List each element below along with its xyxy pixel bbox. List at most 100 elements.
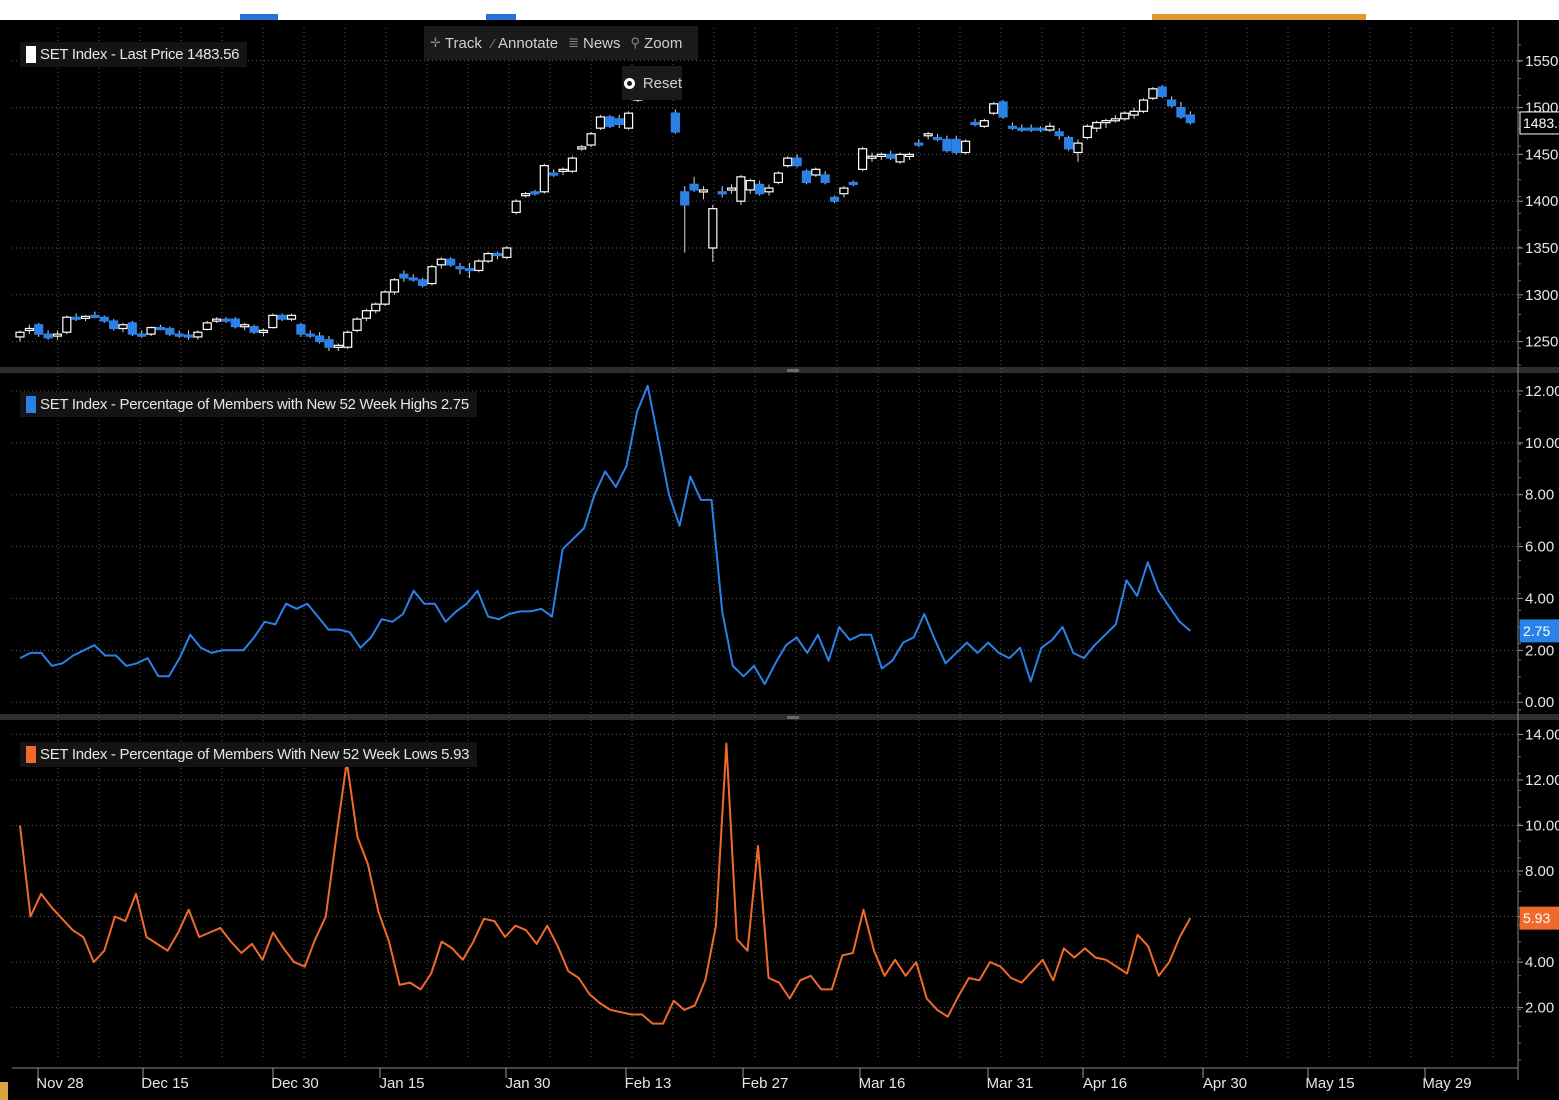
y-tick-label: 0.00 xyxy=(1525,694,1554,711)
candle xyxy=(877,154,885,156)
candle xyxy=(325,340,333,347)
magnifier-icon: ⚲ xyxy=(631,35,641,51)
y-tick-label: 1400 xyxy=(1525,193,1558,210)
candle xyxy=(1037,128,1045,130)
y-tick-label: 1300 xyxy=(1525,287,1558,304)
candle xyxy=(905,154,913,156)
candle xyxy=(231,319,239,326)
y-tick-label: 6.00 xyxy=(1525,539,1554,556)
panel-divider[interactable] xyxy=(0,367,1559,373)
candle xyxy=(1027,128,1035,130)
candle xyxy=(419,280,427,286)
panel-divider-handle[interactable] xyxy=(787,369,799,372)
candle xyxy=(1055,132,1063,136)
candle xyxy=(559,169,567,171)
candle xyxy=(316,336,324,342)
candle xyxy=(100,317,108,321)
news-icon: ≣ xyxy=(568,35,579,51)
candle xyxy=(194,332,202,337)
candle xyxy=(1018,128,1026,130)
candle xyxy=(1008,126,1016,128)
track-label: Track xyxy=(445,35,482,52)
candle xyxy=(156,328,164,330)
news-button[interactable]: ≣ News xyxy=(568,35,620,52)
candle xyxy=(859,149,867,170)
candle xyxy=(1168,100,1176,106)
candle xyxy=(1093,123,1101,129)
candle xyxy=(840,188,848,194)
candle xyxy=(849,182,857,184)
zoom-button[interactable]: ⚲ Zoom xyxy=(631,35,683,52)
candle xyxy=(91,315,99,317)
candle xyxy=(1074,143,1082,152)
annotate-label: Annotate xyxy=(498,35,558,52)
candle xyxy=(1149,89,1157,98)
crosshair-icon: ✛ xyxy=(430,35,441,51)
y-tick-label: 1350 xyxy=(1525,240,1558,257)
price-legend-swatch xyxy=(26,46,36,63)
highs-legend: SET Index - Percentage of Members with N… xyxy=(20,392,477,417)
chart-canvas[interactable]: 12501300135014001450150015501483.50.002.… xyxy=(0,20,1559,1100)
candle xyxy=(699,190,707,192)
x-tick-label: Feb 13 xyxy=(625,1075,672,1092)
candle xyxy=(259,330,267,332)
candle xyxy=(887,154,895,158)
candle xyxy=(756,184,764,193)
x-tick-label: Jan 15 xyxy=(379,1075,424,1092)
candle xyxy=(1140,100,1148,111)
candle xyxy=(746,181,754,190)
candle xyxy=(1102,121,1110,123)
candle xyxy=(428,267,436,284)
candle xyxy=(484,254,492,261)
annotate-button[interactable]: ∕ Annotate xyxy=(492,35,558,52)
candle xyxy=(1158,87,1166,96)
panel-divider-handle[interactable] xyxy=(787,716,799,719)
lows-legend-swatch xyxy=(26,746,36,763)
y-tick-label: 12.00 xyxy=(1525,383,1559,400)
candle xyxy=(690,184,698,190)
highs-legend-swatch xyxy=(26,396,36,413)
candle xyxy=(962,141,970,152)
candle xyxy=(213,319,221,321)
lows-legend-text: SET Index - Percentage of Members With N… xyxy=(40,746,469,763)
candle xyxy=(1186,115,1194,122)
reset-button[interactable]: Reset xyxy=(622,66,682,100)
candle xyxy=(82,316,90,318)
y-tick-label: 10.00 xyxy=(1525,435,1559,452)
pencil-icon: ∕ xyxy=(492,36,494,51)
candle xyxy=(821,175,829,182)
x-tick-label: Mar 31 xyxy=(987,1075,1034,1092)
candle xyxy=(812,169,820,175)
panel-divider[interactable] xyxy=(0,714,1559,720)
candle xyxy=(924,134,932,136)
candle xyxy=(456,267,464,269)
y-tick-label: 2.00 xyxy=(1525,1000,1554,1017)
candle xyxy=(980,121,988,127)
candle xyxy=(625,113,633,128)
candle xyxy=(241,325,249,327)
candle xyxy=(1065,138,1073,149)
candle xyxy=(222,319,230,321)
candle xyxy=(681,192,689,205)
candle xyxy=(353,319,361,330)
candle xyxy=(166,328,174,334)
x-tick-label: Feb 27 xyxy=(742,1075,789,1092)
candle xyxy=(475,261,483,270)
reset-label: Reset xyxy=(643,75,682,92)
highs-legend-text: SET Index - Percentage of Members with N… xyxy=(40,396,469,413)
candle xyxy=(774,173,782,182)
lows-series-line xyxy=(20,744,1190,1024)
candle xyxy=(615,119,623,125)
candle xyxy=(971,123,979,125)
candle xyxy=(1121,113,1129,119)
candle xyxy=(999,102,1007,117)
candle xyxy=(952,139,960,152)
candle xyxy=(269,315,277,327)
top-strip xyxy=(0,0,1559,20)
candle xyxy=(671,113,679,132)
x-tick-label: Mar 16 xyxy=(859,1075,906,1092)
candle xyxy=(512,201,520,212)
candle xyxy=(493,254,501,256)
chart-toolbar: ✛ Track ∕ Annotate ≣ News ⚲ Zoom xyxy=(424,26,698,60)
track-button[interactable]: ✛ Track xyxy=(430,35,482,52)
